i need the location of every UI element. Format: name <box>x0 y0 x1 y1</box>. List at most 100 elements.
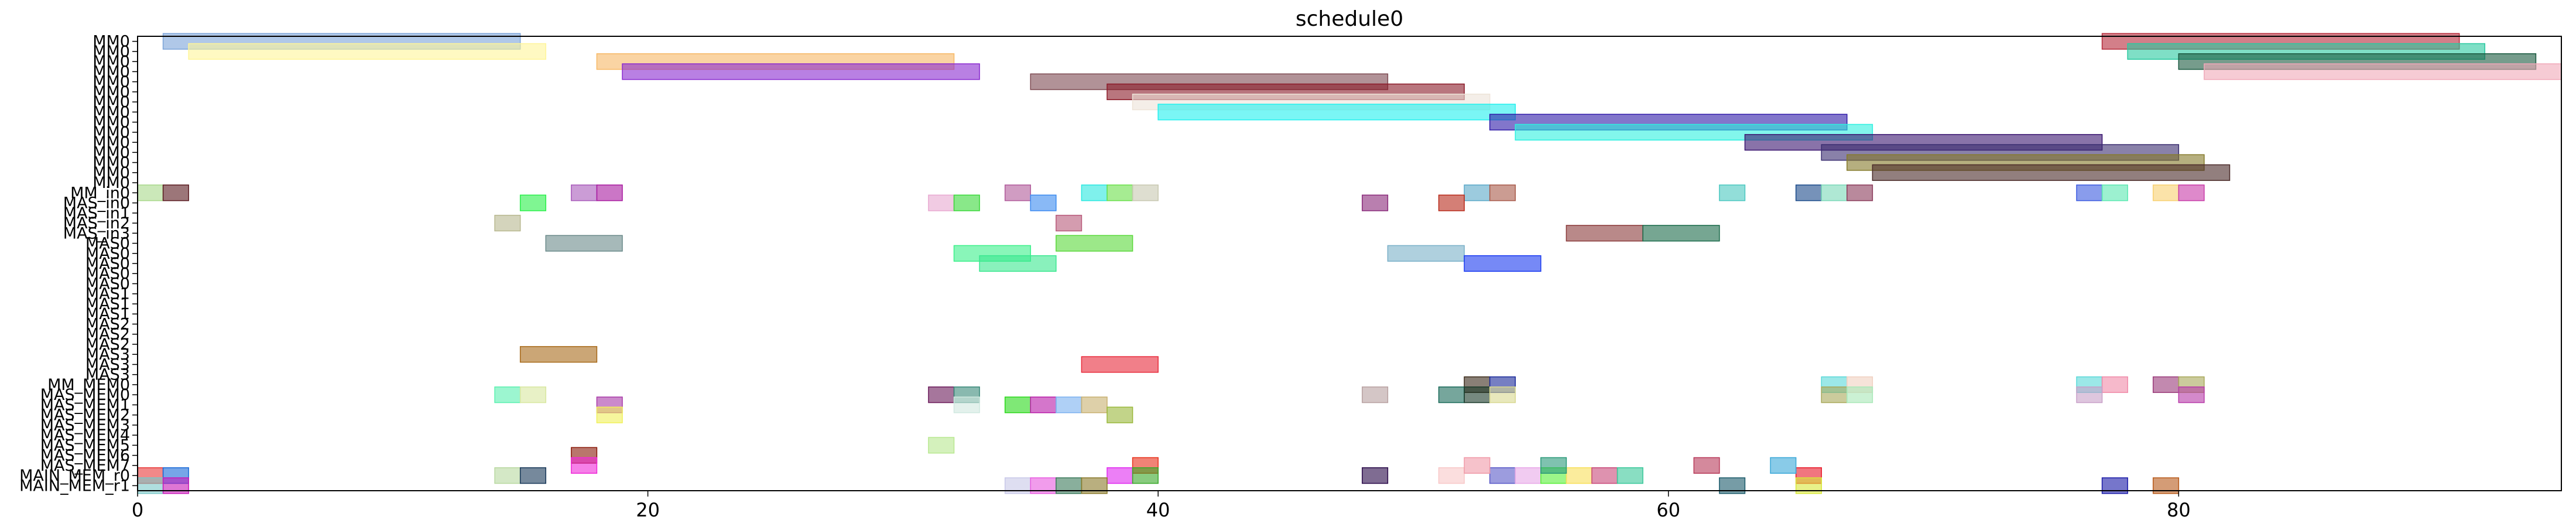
task-bar <box>571 184 598 201</box>
task-bar <box>1566 467 1592 484</box>
y-tick-label: MAS_MEM3 <box>40 416 130 434</box>
task-bar <box>1489 467 1516 484</box>
task-bar <box>1004 396 1032 413</box>
task-bars <box>137 33 2562 494</box>
task-bar <box>1719 184 1746 201</box>
task-bar <box>928 437 955 454</box>
task-bar <box>596 184 623 201</box>
y-tick-label: MM0 <box>93 174 130 192</box>
task-bar <box>1489 386 1516 403</box>
task-bar <box>1872 164 2231 181</box>
task-bar <box>1464 386 1491 403</box>
task-bar <box>571 457 598 474</box>
task-bar <box>596 406 623 423</box>
chart-title: schedule0 <box>1296 7 1403 31</box>
task-bar <box>1056 396 1083 413</box>
task-bar <box>1847 386 1873 403</box>
y-tick-label: MAS_MEM1 <box>40 396 130 414</box>
task-bar <box>1081 396 1108 413</box>
task-bar <box>494 467 521 484</box>
task-bar <box>1107 406 1133 423</box>
task-bar <box>519 346 598 363</box>
y-tick-label: MM0 <box>93 33 130 51</box>
y-tick-label: MAS_in3 <box>63 224 130 242</box>
task-bar <box>1107 467 1133 484</box>
y-tick-label: MAS_MEM5 <box>40 436 130 454</box>
task-bar <box>1362 386 1389 403</box>
task-bar <box>1438 467 1465 484</box>
task-bar <box>1847 184 1873 201</box>
y-tick-label: MM0 <box>93 134 130 152</box>
task-bar <box>1821 386 1848 403</box>
y-tick-label: MAS_MEM2 <box>40 406 130 425</box>
task-bar <box>1515 467 1542 484</box>
y-tick-label: MM0 <box>93 73 130 91</box>
task-bar <box>2076 386 2103 403</box>
task-bar <box>188 43 547 60</box>
task-bar <box>1387 245 1465 262</box>
task-bar <box>953 396 980 413</box>
task-bar <box>1157 104 1516 121</box>
task-bar <box>1438 194 1465 211</box>
y-tick-label: MAS0 <box>85 245 130 263</box>
task-bar <box>622 63 980 80</box>
task-bar <box>519 194 547 211</box>
x-tick-label: 60 <box>1656 499 1680 521</box>
task-bar <box>1464 184 1491 201</box>
task-bar <box>1464 457 1491 474</box>
task-bar <box>953 194 980 211</box>
y-tick-label: MAS2 <box>85 315 130 333</box>
y-tick-label: MAS_MEM0 <box>40 386 130 404</box>
y-tick-label: MM0 <box>93 53 130 71</box>
task-bar <box>1591 467 1618 484</box>
y-tick-label: MAS1 <box>85 295 130 313</box>
y-tick-label: MAS_in2 <box>63 214 130 232</box>
task-bar <box>1081 356 1159 373</box>
y-tick-label: MAS0 <box>85 255 130 273</box>
task-bar <box>1464 255 1542 272</box>
task-bar <box>1795 184 1822 201</box>
x-tick-label: 0 <box>132 499 143 521</box>
plot-frame <box>137 36 2562 491</box>
task-bar <box>928 194 955 211</box>
y-tick-label: MM0 <box>93 164 130 182</box>
task-bar <box>1693 457 1720 474</box>
task-bar <box>928 386 955 403</box>
y-tick-label: MAIN_MEM_r0 <box>19 467 130 485</box>
task-bar <box>1056 214 1083 232</box>
y-tick-label: MAS0 <box>85 275 130 293</box>
task-bar <box>1770 457 1797 474</box>
y-tick-label: MM0 <box>93 63 130 81</box>
task-bar <box>1566 225 1643 242</box>
task-bar <box>1362 194 1389 211</box>
y-tick-label: MAS3 <box>85 345 130 364</box>
y-tick-label: MAS0 <box>85 265 130 283</box>
y-tick-label: MM0 <box>93 43 130 61</box>
task-bar <box>2178 184 2205 201</box>
y-tick-label: MAS_MEM6 <box>40 447 130 465</box>
x-axis-ticks: 0 20 40 60 80 <box>132 491 2191 521</box>
task-bar <box>1642 225 1720 242</box>
x-tick-label: 20 <box>636 499 660 521</box>
task-bar <box>1132 467 1159 484</box>
task-bar <box>519 467 547 484</box>
y-tick-label: MAS_MEM7 <box>40 457 130 475</box>
task-bar <box>1056 235 1133 252</box>
task-bar <box>1616 467 1643 484</box>
y-tick-label: MM_in0 <box>70 184 130 202</box>
task-bar <box>162 184 189 201</box>
task-bar <box>1362 467 1389 484</box>
y-tick-label: MM0 <box>93 143 130 162</box>
y-tick-label: MAS3 <box>85 366 130 384</box>
task-bar <box>1132 184 1159 201</box>
task-bar <box>2101 376 2128 393</box>
task-bar <box>1030 396 1057 413</box>
task-bar <box>1489 184 1516 201</box>
task-bar <box>1438 386 1465 403</box>
y-tick-label: MAIN_MEM_r1 <box>19 477 130 495</box>
task-bar <box>1004 184 1032 201</box>
y-tick-label: MM0 <box>93 93 130 111</box>
task-bar <box>2076 184 2103 201</box>
task-bar <box>1081 184 1108 201</box>
